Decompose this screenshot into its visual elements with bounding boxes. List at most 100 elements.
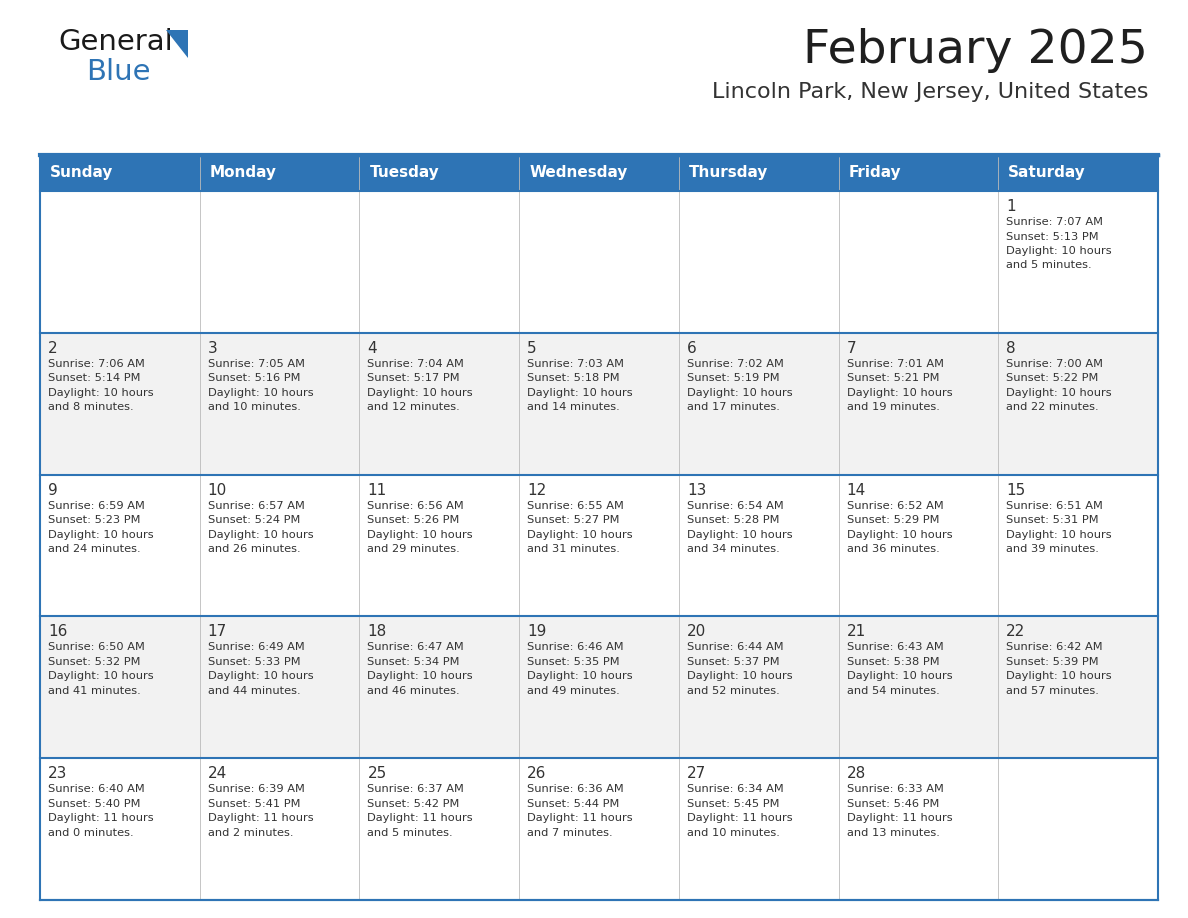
Text: 2: 2	[48, 341, 58, 356]
Text: Saturday: Saturday	[1009, 165, 1086, 181]
Text: 19: 19	[527, 624, 546, 640]
Text: Sunset: 5:23 PM: Sunset: 5:23 PM	[48, 515, 140, 525]
Text: Sunset: 5:18 PM: Sunset: 5:18 PM	[527, 374, 620, 384]
Text: Daylight: 10 hours: Daylight: 10 hours	[48, 387, 153, 397]
Text: Sunset: 5:17 PM: Sunset: 5:17 PM	[367, 374, 460, 384]
Text: Sunset: 5:31 PM: Sunset: 5:31 PM	[1006, 515, 1099, 525]
Text: and 7 minutes.: and 7 minutes.	[527, 828, 613, 838]
Text: Wednesday: Wednesday	[529, 165, 627, 181]
Text: and 44 minutes.: and 44 minutes.	[208, 686, 301, 696]
Text: Sunset: 5:13 PM: Sunset: 5:13 PM	[1006, 231, 1099, 241]
Text: Sunset: 5:38 PM: Sunset: 5:38 PM	[847, 657, 940, 666]
Text: Sunset: 5:35 PM: Sunset: 5:35 PM	[527, 657, 620, 666]
Text: 23: 23	[48, 767, 68, 781]
Text: Daylight: 11 hours: Daylight: 11 hours	[208, 813, 314, 823]
Text: 20: 20	[687, 624, 706, 640]
Text: Daylight: 10 hours: Daylight: 10 hours	[527, 671, 633, 681]
Text: Daylight: 10 hours: Daylight: 10 hours	[687, 387, 792, 397]
Text: Blue: Blue	[86, 58, 151, 86]
Text: and 31 minutes.: and 31 minutes.	[527, 544, 620, 554]
Text: Sunset: 5:24 PM: Sunset: 5:24 PM	[208, 515, 301, 525]
Text: 3: 3	[208, 341, 217, 356]
Text: and 29 minutes.: and 29 minutes.	[367, 544, 460, 554]
Text: Sunrise: 7:04 AM: Sunrise: 7:04 AM	[367, 359, 465, 369]
Text: Daylight: 11 hours: Daylight: 11 hours	[48, 813, 153, 823]
Text: and 8 minutes.: and 8 minutes.	[48, 402, 133, 412]
Text: 21: 21	[847, 624, 866, 640]
Text: Sunrise: 7:00 AM: Sunrise: 7:00 AM	[1006, 359, 1104, 369]
Text: Daylight: 10 hours: Daylight: 10 hours	[367, 671, 473, 681]
Text: Daylight: 10 hours: Daylight: 10 hours	[1006, 671, 1112, 681]
Text: and 54 minutes.: and 54 minutes.	[847, 686, 940, 696]
Text: and 39 minutes.: and 39 minutes.	[1006, 544, 1099, 554]
Text: Sunset: 5:33 PM: Sunset: 5:33 PM	[208, 657, 301, 666]
Text: 26: 26	[527, 767, 546, 781]
Text: Sunset: 5:26 PM: Sunset: 5:26 PM	[367, 515, 460, 525]
Text: 10: 10	[208, 483, 227, 498]
Text: Sunrise: 6:37 AM: Sunrise: 6:37 AM	[367, 784, 465, 794]
Text: Daylight: 10 hours: Daylight: 10 hours	[1006, 530, 1112, 540]
Text: General: General	[58, 28, 172, 56]
Text: Sunrise: 7:02 AM: Sunrise: 7:02 AM	[687, 359, 784, 369]
Text: Sunset: 5:39 PM: Sunset: 5:39 PM	[1006, 657, 1099, 666]
Text: Sunset: 5:22 PM: Sunset: 5:22 PM	[1006, 374, 1099, 384]
Text: and 19 minutes.: and 19 minutes.	[847, 402, 940, 412]
Text: Sunrise: 7:01 AM: Sunrise: 7:01 AM	[847, 359, 943, 369]
Text: and 24 minutes.: and 24 minutes.	[48, 544, 140, 554]
Text: Sunset: 5:40 PM: Sunset: 5:40 PM	[48, 799, 140, 809]
Text: Sunrise: 6:57 AM: Sunrise: 6:57 AM	[208, 500, 304, 510]
Bar	[40, 758, 1158, 900]
Text: 14: 14	[847, 483, 866, 498]
Text: and 49 minutes.: and 49 minutes.	[527, 686, 620, 696]
Text: Daylight: 10 hours: Daylight: 10 hours	[48, 671, 153, 681]
Text: Daylight: 10 hours: Daylight: 10 hours	[367, 530, 473, 540]
Text: Sunset: 5:34 PM: Sunset: 5:34 PM	[367, 657, 460, 666]
Text: February 2025: February 2025	[803, 28, 1148, 73]
Text: and 12 minutes.: and 12 minutes.	[367, 402, 460, 412]
Text: Sunset: 5:28 PM: Sunset: 5:28 PM	[687, 515, 779, 525]
Text: Sunrise: 6:39 AM: Sunrise: 6:39 AM	[208, 784, 304, 794]
Text: and 22 minutes.: and 22 minutes.	[1006, 402, 1099, 412]
Text: and 10 minutes.: and 10 minutes.	[208, 402, 301, 412]
Bar	[40, 191, 1158, 333]
Text: Sunrise: 6:42 AM: Sunrise: 6:42 AM	[1006, 643, 1102, 653]
Text: Sunset: 5:21 PM: Sunset: 5:21 PM	[847, 374, 939, 384]
Text: Sunset: 5:44 PM: Sunset: 5:44 PM	[527, 799, 619, 809]
Text: 1: 1	[1006, 199, 1016, 214]
Text: Daylight: 10 hours: Daylight: 10 hours	[367, 387, 473, 397]
Text: and 14 minutes.: and 14 minutes.	[527, 402, 620, 412]
Text: Sunrise: 6:36 AM: Sunrise: 6:36 AM	[527, 784, 624, 794]
Text: Sunset: 5:32 PM: Sunset: 5:32 PM	[48, 657, 140, 666]
Text: Daylight: 11 hours: Daylight: 11 hours	[687, 813, 792, 823]
Text: Sunrise: 6:43 AM: Sunrise: 6:43 AM	[847, 643, 943, 653]
Text: Daylight: 10 hours: Daylight: 10 hours	[687, 671, 792, 681]
Text: Sunrise: 6:55 AM: Sunrise: 6:55 AM	[527, 500, 624, 510]
Text: Sunrise: 6:34 AM: Sunrise: 6:34 AM	[687, 784, 784, 794]
Text: Sunrise: 6:44 AM: Sunrise: 6:44 AM	[687, 643, 783, 653]
Text: 11: 11	[367, 483, 386, 498]
Text: Sunrise: 7:05 AM: Sunrise: 7:05 AM	[208, 359, 304, 369]
Text: Sunrise: 6:54 AM: Sunrise: 6:54 AM	[687, 500, 784, 510]
Text: Daylight: 10 hours: Daylight: 10 hours	[1006, 246, 1112, 256]
Text: and 0 minutes.: and 0 minutes.	[48, 828, 133, 838]
Bar	[40, 475, 1158, 616]
Text: Daylight: 10 hours: Daylight: 10 hours	[847, 671, 953, 681]
Text: 4: 4	[367, 341, 377, 356]
Text: and 57 minutes.: and 57 minutes.	[1006, 686, 1099, 696]
Text: and 36 minutes.: and 36 minutes.	[847, 544, 940, 554]
Text: Daylight: 11 hours: Daylight: 11 hours	[527, 813, 633, 823]
Text: Daylight: 10 hours: Daylight: 10 hours	[527, 387, 633, 397]
Text: Friday: Friday	[848, 165, 902, 181]
Bar	[40, 333, 1158, 475]
Text: Sunset: 5:37 PM: Sunset: 5:37 PM	[687, 657, 779, 666]
Text: 27: 27	[687, 767, 706, 781]
Text: Daylight: 10 hours: Daylight: 10 hours	[687, 530, 792, 540]
Text: Sunrise: 6:40 AM: Sunrise: 6:40 AM	[48, 784, 145, 794]
Text: Sunset: 5:46 PM: Sunset: 5:46 PM	[847, 799, 939, 809]
Text: and 26 minutes.: and 26 minutes.	[208, 544, 301, 554]
Text: 17: 17	[208, 624, 227, 640]
Text: Thursday: Thursday	[689, 165, 769, 181]
Text: Daylight: 10 hours: Daylight: 10 hours	[847, 387, 953, 397]
Text: and 17 minutes.: and 17 minutes.	[687, 402, 779, 412]
Text: Daylight: 10 hours: Daylight: 10 hours	[208, 530, 314, 540]
